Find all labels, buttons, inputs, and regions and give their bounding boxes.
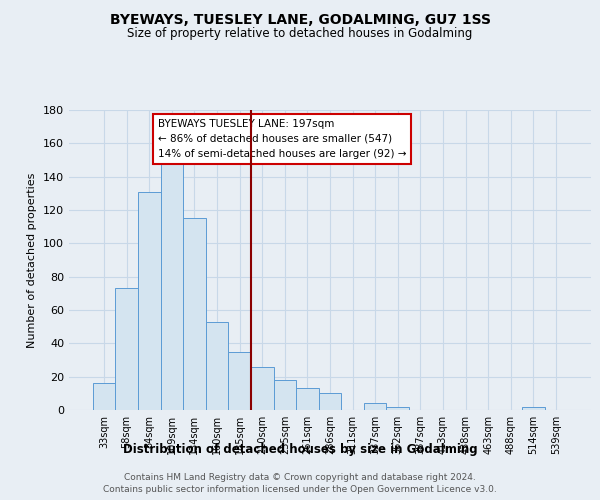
Bar [296,388,319,410]
Bar [93,384,115,410]
Bar [522,406,545,410]
Bar [138,192,161,410]
Bar [386,406,409,410]
Bar [251,366,274,410]
Bar [183,218,206,410]
Text: Size of property relative to detached houses in Godalming: Size of property relative to detached ho… [127,28,473,40]
Text: BYEWAYS, TUESLEY LANE, GODALMING, GU7 1SS: BYEWAYS, TUESLEY LANE, GODALMING, GU7 1S… [110,12,491,26]
Text: Contains public sector information licensed under the Open Government Licence v3: Contains public sector information licen… [103,485,497,494]
Bar [115,288,138,410]
Bar [274,380,296,410]
Bar [206,322,229,410]
Bar [364,404,386,410]
Bar [319,394,341,410]
Text: Contains HM Land Registry data © Crown copyright and database right 2024.: Contains HM Land Registry data © Crown c… [124,472,476,482]
Bar [229,352,251,410]
Y-axis label: Number of detached properties: Number of detached properties [28,172,37,348]
Bar [161,164,183,410]
Text: Distribution of detached houses by size in Godalming: Distribution of detached houses by size … [122,442,478,456]
Text: BYEWAYS TUESLEY LANE: 197sqm
← 86% of detached houses are smaller (547)
14% of s: BYEWAYS TUESLEY LANE: 197sqm ← 86% of de… [158,119,406,158]
